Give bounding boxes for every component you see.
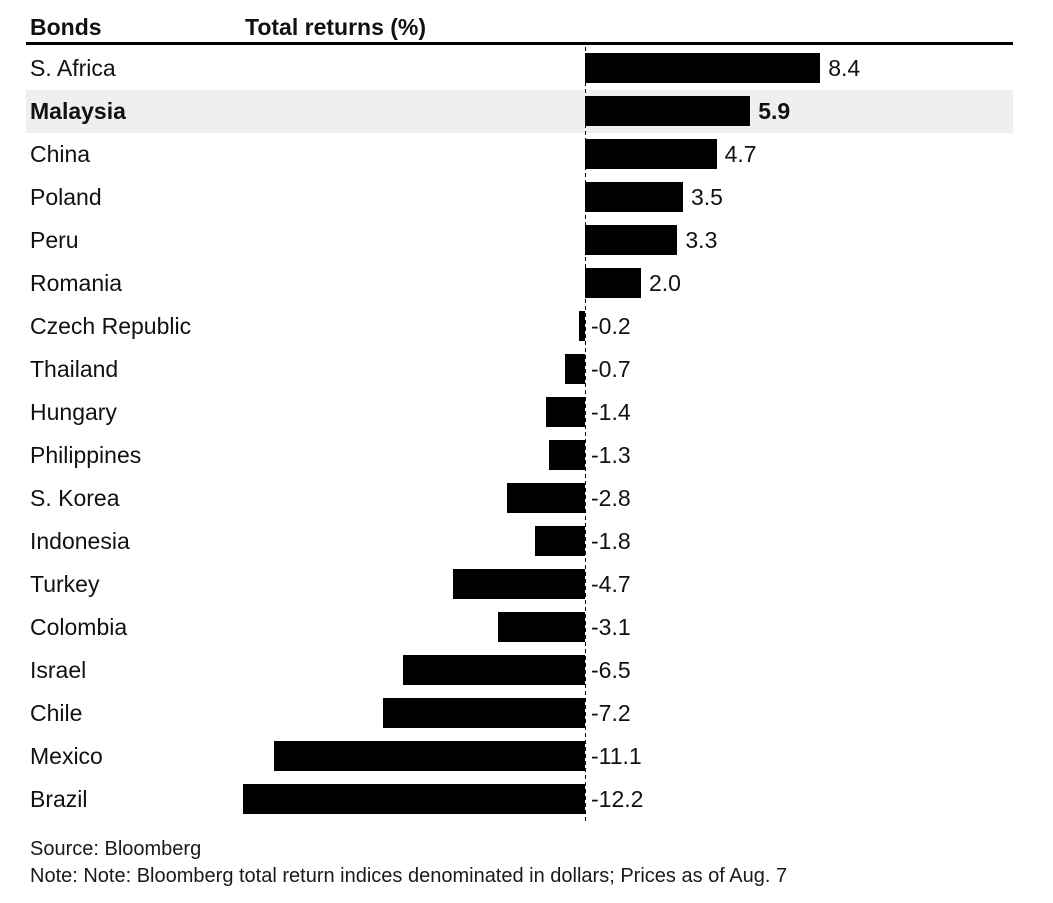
country-label: Philippines — [30, 442, 142, 468]
value-bar — [565, 354, 585, 384]
zero-axis-line — [585, 47, 586, 821]
column-header-bonds: Bonds — [30, 14, 102, 40]
column-header-total-returns: Total returns (%) — [245, 14, 427, 40]
chart-row-poland: Poland 3.5 — [26, 176, 1013, 219]
value-bar — [243, 784, 585, 814]
value-label: 4.7 — [724, 141, 757, 167]
chart-row-indonesia: Indonesia -1.8 — [26, 520, 1013, 563]
country-label: Colombia — [30, 614, 128, 640]
value-label: -6.5 — [591, 657, 631, 683]
value-label: -4.7 — [591, 571, 631, 597]
value-label: 8.4 — [828, 55, 861, 81]
country-label: Poland — [30, 184, 102, 210]
chart-row-brazil: Brazil -12.2 — [26, 778, 1013, 821]
value-label: -1.3 — [591, 442, 631, 468]
source-text: Source: Bloomberg — [30, 838, 202, 860]
country-label: Hungary — [30, 399, 117, 425]
bond-total-returns-chart: Bonds Total returns (%) S. Africa 8.4 Mala… — [26, 0, 1013, 890]
chart-row-colombia: Colombia -3.1 — [26, 606, 1013, 649]
country-label: Brazil — [30, 786, 88, 812]
chart-row-israel: Israel -6.5 — [26, 649, 1013, 692]
value-bar — [453, 569, 585, 599]
chart-rows: S. Africa 8.4 Malaysia 5.9 China 4.7 Poland 3.5… — [26, 47, 1013, 821]
value-label: -2.8 — [591, 485, 631, 511]
value-label: -0.2 — [591, 313, 631, 339]
value-label: -12.2 — [591, 786, 644, 812]
country-label: S. Africa — [30, 55, 116, 81]
chart-row-chile: Chile -7.2 — [26, 692, 1013, 735]
value-bar — [506, 483, 585, 513]
country-label: Indonesia — [30, 528, 130, 554]
country-label: China — [30, 141, 91, 167]
country-label: Malaysia — [30, 98, 126, 124]
value-label: -3.1 — [591, 614, 631, 640]
chart-row-s-korea: S. Korea -2.8 — [26, 477, 1013, 520]
value-bar — [585, 53, 821, 83]
chart-header: Bonds Total returns (%) — [26, 0, 1013, 45]
value-label: 3.5 — [691, 184, 723, 210]
chart-row-hungary: Hungary -1.4 — [26, 391, 1013, 434]
note-text: Note: Note: Bloomberg total return indic… — [30, 865, 788, 887]
value-bar — [585, 268, 641, 298]
chart-row-china: China 4.7 — [26, 133, 1013, 176]
country-label: Israel — [30, 657, 87, 683]
value-label: -1.8 — [591, 528, 631, 554]
value-bar — [548, 440, 585, 470]
value-bar — [585, 225, 678, 255]
value-bar — [585, 96, 751, 126]
value-bar — [585, 182, 683, 212]
value-bar — [498, 612, 585, 642]
value-bar — [545, 397, 585, 427]
chart-row-malaysia: Malaysia 5.9 — [26, 90, 1013, 133]
value-label: -11.1 — [591, 743, 642, 769]
value-bar — [274, 741, 585, 771]
chart-row-czech-republic: Czech Republic -0.2 — [26, 305, 1013, 348]
value-label: 5.9 — [758, 98, 791, 124]
chart-footer: Source: Bloomberg Note: Note: Bloomberg … — [26, 836, 1013, 890]
value-bar — [403, 655, 585, 685]
chart-row-thailand: Thailand -0.7 — [26, 348, 1013, 391]
country-label: S. Korea — [30, 485, 120, 511]
country-label: Peru — [30, 227, 79, 253]
value-bar — [383, 698, 585, 728]
chart-row-mexico: Mexico -11.1 — [26, 735, 1013, 778]
value-label: -7.2 — [591, 700, 631, 726]
chart-row-peru: Peru 3.3 — [26, 219, 1013, 262]
chart-row-turkey: Turkey -4.7 — [26, 563, 1013, 606]
value-label: -0.7 — [591, 356, 631, 382]
chart-row-philippines: Philippines -1.3 — [26, 434, 1013, 477]
value-label: -1.4 — [591, 399, 631, 425]
value-label: 2.0 — [649, 270, 681, 296]
chart-row-s-africa: S. Africa 8.4 — [26, 47, 1013, 90]
country-label: Chile — [30, 700, 83, 726]
country-label: Czech Republic — [30, 313, 192, 339]
value-bar — [585, 139, 717, 169]
value-label: 3.3 — [685, 227, 718, 253]
country-label: Turkey — [30, 571, 100, 597]
value-bar — [534, 526, 585, 556]
chart-row-romania: Romania 2.0 — [26, 262, 1013, 305]
value-bar — [579, 311, 585, 341]
country-label: Mexico — [30, 743, 103, 769]
country-label: Romania — [30, 270, 123, 296]
country-label: Thailand — [30, 356, 119, 382]
